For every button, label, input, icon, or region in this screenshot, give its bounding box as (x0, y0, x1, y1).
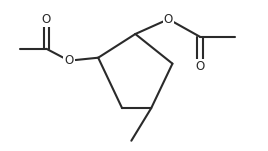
Text: O: O (164, 13, 173, 26)
Text: O: O (42, 13, 51, 26)
Text: O: O (196, 60, 205, 73)
Text: O: O (64, 54, 74, 67)
